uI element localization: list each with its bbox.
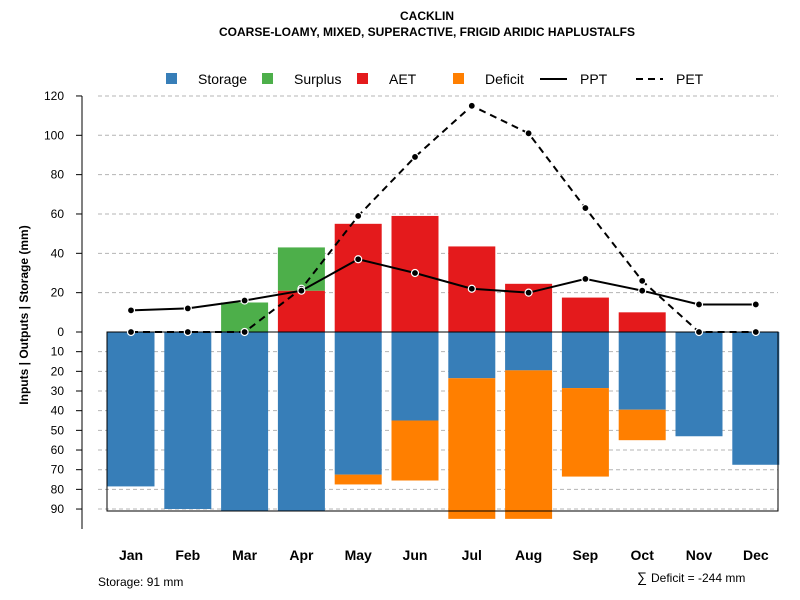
legend-swatch-aet (357, 73, 368, 84)
month-label: Mar (232, 547, 257, 563)
ppt-point (354, 255, 363, 264)
ppt-point (126, 306, 136, 315)
legend-swatch-storage (166, 73, 177, 84)
legend-label-ppt: PPT (580, 71, 608, 87)
month-label: Dec (743, 547, 769, 563)
pet-point (240, 327, 249, 337)
ppt-point (467, 284, 476, 293)
ppt-point (638, 286, 647, 295)
storage-bar (277, 332, 325, 511)
pet-point (354, 211, 363, 221)
ppt-point (183, 304, 192, 313)
y-tick-label: 40 (51, 246, 65, 260)
deficit-bar (334, 474, 382, 485)
month-label: Jun (403, 547, 428, 563)
storage-bar (505, 332, 553, 371)
aet-bar (334, 223, 382, 332)
legend-label-pet: PET (676, 71, 704, 87)
chart-title: CACKLIN (400, 9, 454, 23)
pet-point (638, 276, 647, 285)
pet-point (126, 327, 136, 337)
month-label: May (345, 547, 372, 563)
month-label: Apr (289, 547, 314, 563)
sigma-symbol: ∑ (637, 569, 647, 585)
month-label: Oct (631, 547, 655, 563)
ppt-point (410, 268, 420, 278)
storage-bar (221, 332, 269, 511)
legend-swatch-surplus (262, 73, 273, 84)
storage-bar (732, 332, 780, 465)
y-tick-label: 100 (44, 128, 64, 142)
legend-label-aet: AET (389, 71, 417, 87)
month-label: Feb (175, 547, 200, 563)
storage-bar (618, 332, 666, 410)
series-lines (126, 101, 760, 337)
month-label: Jan (119, 547, 143, 563)
axes: 0 20 40 60 80 100 120 10 20 30 40 50 60 70 80 90 Jan Feb M… (44, 89, 769, 563)
pet-point (410, 152, 420, 162)
ppt-point (581, 274, 590, 283)
y-tick-label: 60 (51, 207, 65, 221)
aet-bar (561, 297, 609, 332)
ppt-point (524, 288, 533, 297)
y-tick-label: 70 (51, 463, 65, 477)
deficit-bar (618, 409, 666, 441)
legend-swatch-deficit (453, 73, 464, 84)
y-tick-label: 10 (51, 345, 65, 359)
month-label: Nov (686, 547, 713, 563)
y-tick-label: 40 (51, 404, 65, 418)
y-tick-label: 60 (51, 443, 65, 457)
deficit-bar (448, 378, 496, 519)
legend-label-storage: Storage (198, 71, 247, 87)
pet-point (467, 101, 476, 110)
storage-bar (561, 332, 609, 389)
storage-bar (107, 332, 155, 487)
aet-bar (277, 290, 325, 332)
surplus-bar (221, 302, 269, 332)
pet-point (581, 203, 590, 213)
bars (107, 215, 780, 519)
ppt-point (240, 296, 249, 305)
y-tick-label: 0 (57, 325, 64, 339)
ppt-point (297, 286, 306, 295)
storage-bar (164, 332, 212, 510)
deficit-bar (561, 388, 609, 477)
storage-bar (391, 332, 439, 421)
deficit-total: Deficit = -244 mm (651, 571, 745, 585)
y-tick-label: 50 (51, 423, 65, 437)
y-tick-label: 120 (44, 89, 64, 103)
y-tick-label: 20 (51, 364, 65, 378)
legend: Storage Surplus AET Deficit PPT PET (166, 71, 704, 87)
y-axis-label: Inputs | Outputs | Storage (mm) (17, 225, 31, 404)
pet-point (694, 327, 704, 337)
y-tick-label: 30 (51, 384, 65, 398)
month-label: Sep (573, 547, 599, 563)
y-tick-label: 80 (51, 482, 65, 496)
chart-subtitle: COARSE-LOAMY, MIXED, SUPERACTIVE, FRIGID… (219, 25, 635, 39)
ppt-line (130, 258, 756, 312)
pet-point (751, 327, 760, 337)
y-tick-label: 20 (51, 286, 65, 300)
y-tick-label: 90 (51, 502, 65, 516)
y-tick-label: 80 (51, 168, 65, 182)
deficit-bar (391, 420, 439, 481)
month-label: Jul (462, 547, 482, 563)
pet-point (183, 327, 192, 337)
pet-point (524, 129, 533, 138)
ppt-point (694, 300, 704, 309)
legend-label-deficit: Deficit (485, 71, 524, 87)
legend-label-surplus: Surplus (294, 71, 341, 87)
storage-bar (448, 332, 496, 379)
deficit-bar (505, 370, 553, 519)
storage-bar (675, 332, 723, 437)
aet-bar (618, 312, 666, 332)
storage-total: Storage: 91 mm (98, 575, 183, 589)
pet-line (131, 104, 756, 333)
ppt-point (751, 300, 760, 309)
storage-bar (334, 332, 382, 475)
month-label: Aug (515, 547, 542, 563)
